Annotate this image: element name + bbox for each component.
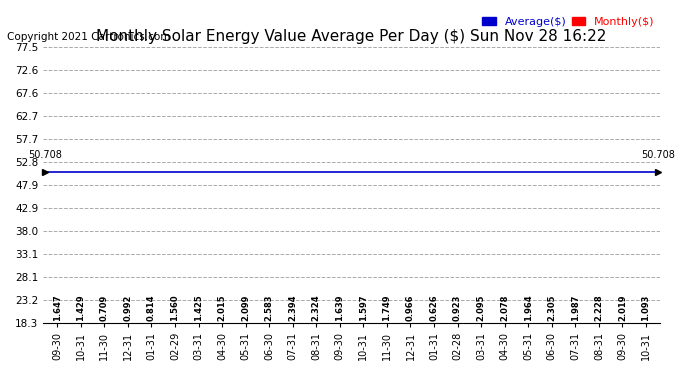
Text: 2.019: 2.019 xyxy=(618,295,627,321)
Text: 2.228: 2.228 xyxy=(594,295,603,321)
Text: 1.647: 1.647 xyxy=(52,295,61,321)
Text: 1.597: 1.597 xyxy=(359,295,368,321)
Text: 2.305: 2.305 xyxy=(547,295,556,321)
Text: 0.626: 0.626 xyxy=(430,295,439,321)
Text: 0.923: 0.923 xyxy=(453,295,462,321)
Text: 1.560: 1.560 xyxy=(170,295,179,321)
Text: 50.708: 50.708 xyxy=(641,150,675,160)
Text: 1.964: 1.964 xyxy=(524,295,533,321)
Text: 0.992: 0.992 xyxy=(124,295,132,321)
Text: 2.015: 2.015 xyxy=(217,295,226,321)
Text: 1.639: 1.639 xyxy=(335,295,344,321)
Text: 2.095: 2.095 xyxy=(477,295,486,321)
Text: 2.099: 2.099 xyxy=(241,295,250,321)
Text: 1.425: 1.425 xyxy=(194,295,203,321)
Title: Monthly Solar Energy Value Average Per Day ($) Sun Nov 28 16:22: Monthly Solar Energy Value Average Per D… xyxy=(97,29,607,44)
Text: 1.093: 1.093 xyxy=(642,295,651,321)
Text: 0.709: 0.709 xyxy=(100,295,109,321)
Text: 1.749: 1.749 xyxy=(382,295,391,321)
Legend: Average($), Monthly($): Average($), Monthly($) xyxy=(482,17,655,27)
Text: Copyright 2021 Cartronics.com: Copyright 2021 Cartronics.com xyxy=(7,32,170,42)
Text: 2.583: 2.583 xyxy=(265,295,274,321)
Text: 2.078: 2.078 xyxy=(500,295,509,321)
Text: 1.429: 1.429 xyxy=(77,295,86,321)
Text: 0.966: 0.966 xyxy=(406,295,415,321)
Text: 2.324: 2.324 xyxy=(312,295,321,321)
Text: 0.814: 0.814 xyxy=(147,295,156,321)
Text: 50.708: 50.708 xyxy=(28,150,62,160)
Text: 1.987: 1.987 xyxy=(571,295,580,321)
Text: 2.394: 2.394 xyxy=(288,295,297,321)
